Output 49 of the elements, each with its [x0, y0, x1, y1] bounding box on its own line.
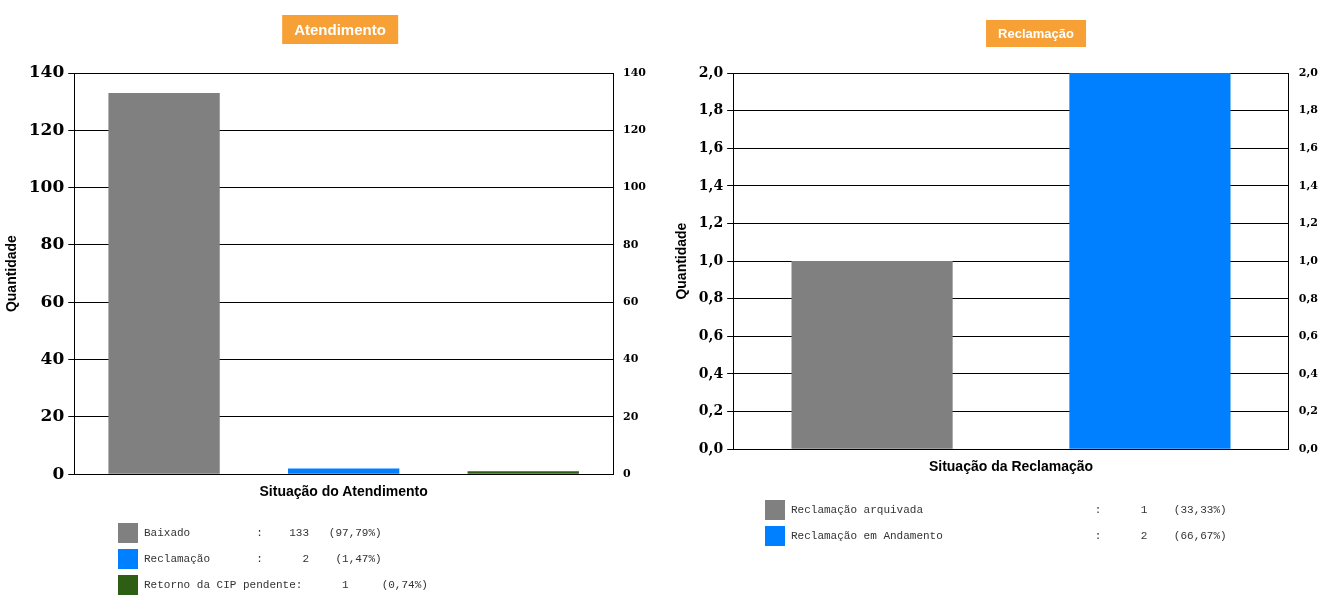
y-tick-label: 20: [40, 405, 65, 426]
x-axis-title: Situação da Reclamação: [928, 458, 1094, 475]
y-tick-label: 120: [28, 118, 65, 139]
y2-tick-label: 20: [623, 409, 639, 423]
y-tick-label: 0,6: [698, 326, 724, 343]
y2-tick-label: 2,0: [1298, 65, 1319, 79]
y-tick-label: 0,8: [698, 289, 724, 306]
legend-label: Reclamação : 2 (1,47%): [144, 552, 383, 567]
legend-label: Reclamação arquivada : 1 (33,33%): [791, 503, 1228, 518]
y-axis-title: Quantidade: [3, 234, 20, 313]
y2-tick-label: 0,4: [1298, 366, 1319, 380]
y-tick-label: 100: [28, 176, 65, 197]
chart-title: Reclamação: [986, 20, 1086, 47]
y-axis-title: Quantidade: [673, 222, 690, 300]
y-tick-label: 0,0: [698, 439, 724, 456]
y2-tick-label: 1,2: [1298, 216, 1318, 230]
legend-label: Baixado : 133 (97,79%): [144, 526, 383, 541]
y-tick-label: 140: [28, 61, 65, 82]
y2-tick-label: 0: [623, 467, 632, 481]
y-tick-label: 0,4: [698, 364, 724, 381]
chart-title: Atendimento: [282, 15, 398, 44]
y2-tick-label: 0,0: [1298, 442, 1319, 456]
y2-tick-label: 40: [623, 352, 639, 366]
legend-label: Reclamação em Andamento : 2 (66,67%): [791, 529, 1228, 544]
y2-tick-label: 1,8: [1298, 103, 1319, 117]
y-tick-label: 40: [40, 347, 65, 368]
y-tick-label: 60: [40, 290, 65, 311]
y2-tick-label: 0,8: [1298, 291, 1319, 305]
y-tick-label: 0,2: [698, 402, 724, 419]
y-tick-label: 1,0: [698, 251, 724, 268]
y2-tick-label: 1,0: [1298, 253, 1319, 267]
y-tick-label: 1,6: [698, 138, 724, 155]
legend-label: Retorno da CIP pendente: 1 (0,74%): [144, 578, 429, 593]
y2-tick-label: 0,2: [1298, 404, 1318, 418]
y2-tick-label: 80: [623, 237, 639, 251]
y2-tick-label: 120: [623, 123, 647, 137]
y2-tick-label: 0,6: [1298, 329, 1319, 343]
y-tick-label: 0: [52, 462, 65, 483]
x-axis-title: Situação do Atendimento: [259, 483, 428, 500]
y2-tick-label: 60: [623, 295, 639, 309]
y-tick-label: 2,0: [698, 63, 724, 80]
y2-tick-label: 100: [623, 180, 647, 194]
y-tick-label: 1,8: [698, 101, 724, 118]
y-tick-label: 1,4: [698, 176, 724, 193]
y2-tick-label: 1,6: [1298, 141, 1319, 155]
y2-tick-label: 140: [623, 65, 647, 79]
y-tick-label: 80: [40, 233, 65, 254]
y2-tick-label: 1,4: [1298, 178, 1319, 192]
y-tick-label: 1,2: [698, 214, 724, 231]
